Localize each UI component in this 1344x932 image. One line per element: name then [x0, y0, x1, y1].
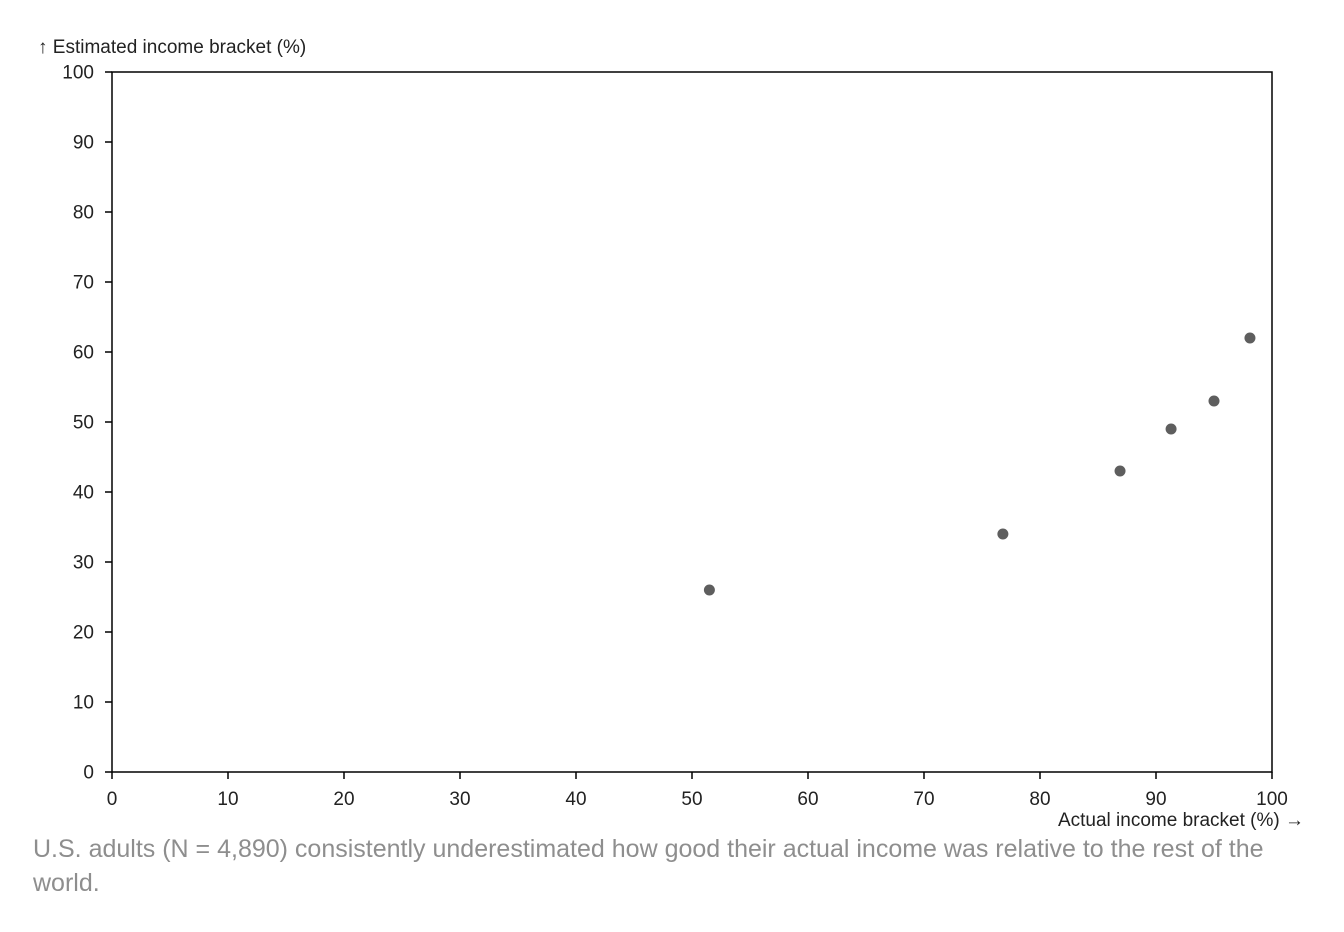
- x-tick-label: 60: [797, 789, 818, 810]
- x-tick-label: 0: [107, 789, 118, 810]
- y-axis: 0 10 20 30 40 50 60 70 80 90 100: [62, 63, 112, 784]
- x-tick-label: 90: [1145, 789, 1166, 810]
- chart-caption: U.S. adults (N = 4,890) consistently und…: [33, 835, 1264, 897]
- data-point: [703, 584, 715, 596]
- x-axis: 0 10 20 30 40 50 60 70 80 90 100: [107, 772, 1288, 810]
- x-tick-label: 70: [913, 789, 934, 810]
- data-points: [703, 332, 1256, 596]
- y-tick-label: 90: [73, 133, 94, 154]
- y-tick-label: 70: [73, 273, 94, 294]
- x-tick-label: 50: [681, 789, 702, 810]
- x-axis-title: Actual income bracket (%) →: [1058, 810, 1304, 831]
- y-tick-label: 60: [73, 343, 94, 364]
- x-tick-label: 30: [449, 789, 470, 810]
- data-point: [997, 528, 1009, 540]
- x-tick-label: 40: [565, 789, 586, 810]
- x-tick-label: 10: [217, 789, 238, 810]
- y-tick-label: 0: [83, 763, 94, 784]
- plot-frame: [111, 71, 1273, 773]
- data-point: [1244, 332, 1256, 344]
- y-tick-label: 50: [73, 413, 94, 434]
- y-tick-label: 80: [73, 203, 94, 224]
- y-tick-label: 40: [73, 483, 94, 504]
- y-tick-label: 20: [73, 623, 94, 644]
- data-point: [1165, 423, 1177, 435]
- y-tick-label: 30: [73, 553, 94, 574]
- data-point: [1114, 465, 1126, 477]
- x-tick-label: 80: [1029, 789, 1050, 810]
- y-tick-label: 100: [62, 63, 94, 84]
- plot-border: [111, 71, 1273, 773]
- data-point: [1208, 395, 1220, 407]
- x-tick-label: 100: [1256, 789, 1288, 810]
- y-tick-label: 10: [73, 693, 94, 714]
- scatter-chart: 0 10 20 30 40 50 60 70 80 90 100 0 10 20 30 40 50 60 70 80…: [38, 37, 1304, 831]
- y-axis-title: ↑ Estimated income bracket (%): [38, 37, 306, 58]
- x-tick-label: 20: [333, 789, 354, 810]
